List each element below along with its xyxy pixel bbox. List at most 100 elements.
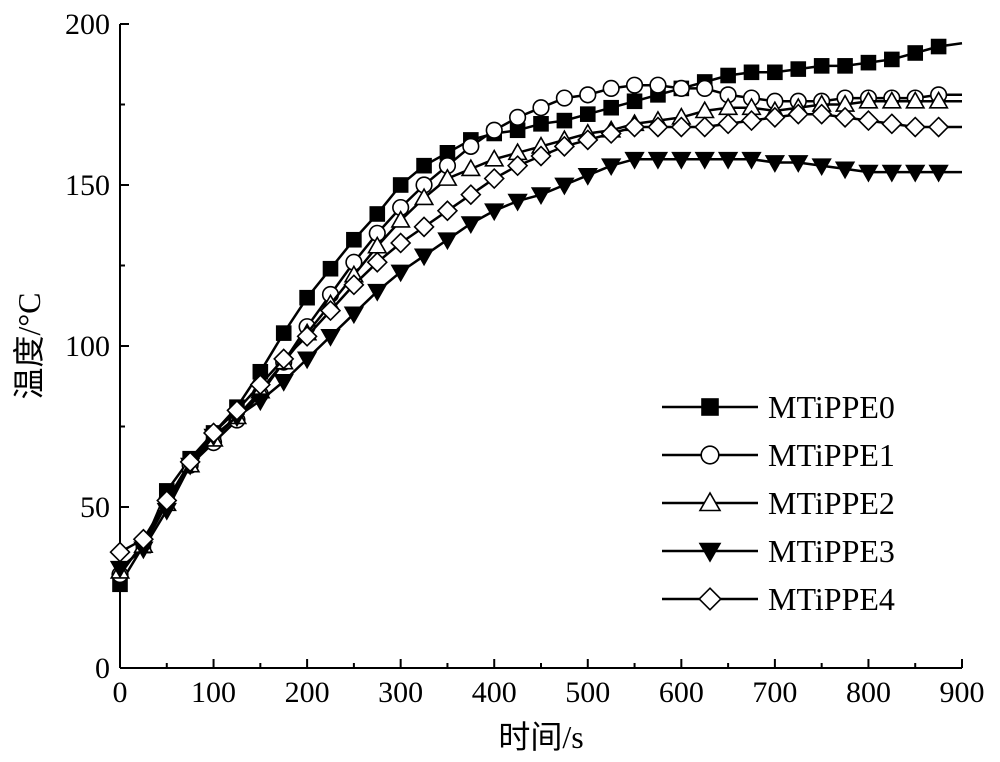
- data-point: [437, 232, 458, 251]
- data-point: [767, 64, 783, 81]
- data-point: [672, 79, 690, 97]
- data-point: [460, 184, 482, 206]
- y-axis-title: 温度/°C: [11, 292, 47, 399]
- data-point: [813, 58, 830, 74]
- data-point: [436, 200, 459, 222]
- legend-label: MTiPPE0: [768, 389, 895, 425]
- data-point: [881, 113, 903, 135]
- data-point: [905, 90, 926, 109]
- data-point: [367, 283, 388, 302]
- data-point: [484, 203, 505, 222]
- y-tick-label: 50: [80, 491, 110, 524]
- data-point: [602, 79, 620, 97]
- data-point: [553, 135, 575, 157]
- data-point: [623, 116, 646, 138]
- data-point: [226, 399, 248, 421]
- data-point: [179, 451, 201, 473]
- data-point: [626, 93, 643, 110]
- data-point: [811, 103, 833, 125]
- data-point: [202, 422, 225, 444]
- data-point: [273, 374, 294, 392]
- y-tick-label: 0: [95, 652, 110, 685]
- legend-label: MTiPPE1: [768, 437, 895, 473]
- data-point: [507, 193, 528, 212]
- data-point: [625, 76, 644, 94]
- data-point: [390, 232, 412, 254]
- data-point: [787, 103, 809, 125]
- data-point: [717, 151, 739, 170]
- data-point: [694, 116, 716, 138]
- data-point: [694, 151, 715, 170]
- x-tick-label: 700: [752, 676, 797, 709]
- legend-marker: [700, 445, 720, 465]
- data-point: [649, 76, 667, 94]
- data-point: [366, 251, 388, 273]
- y-tick-label: 200: [65, 8, 110, 41]
- data-point: [343, 274, 365, 296]
- data-point: [860, 54, 877, 71]
- data-point: [601, 158, 622, 177]
- data-point: [369, 206, 386, 222]
- x-tick-label: 100: [191, 676, 236, 709]
- data-point: [928, 164, 949, 183]
- axes: 0 100 200 300 400 500 600 700 800 900 0 50 100 150 200: [65, 8, 985, 709]
- data-point: [296, 351, 318, 370]
- data-point: [741, 151, 762, 170]
- x-tick-label: 800: [846, 676, 891, 709]
- data-point: [413, 216, 435, 238]
- legend: MTiPPE0 MTiPPE1 MTiPPE2 MTiPPE3 MTiPPE4: [662, 389, 895, 617]
- data-point: [530, 145, 552, 167]
- legend-entry: MTiPPE1: [662, 437, 895, 473]
- data-point: [834, 161, 856, 180]
- data-point: [556, 112, 573, 129]
- data-point: [670, 116, 692, 138]
- x-tick-label: 200: [285, 676, 330, 709]
- series-MTiPPE3: [109, 151, 962, 579]
- data-point: [696, 79, 714, 97]
- data-point: [930, 38, 947, 55]
- data-point: [600, 122, 622, 145]
- data-point: [483, 167, 505, 190]
- data-point: [275, 325, 292, 341]
- data-point: [717, 113, 739, 135]
- data-point: [554, 177, 575, 196]
- data-point: [579, 86, 597, 104]
- legend-marker: [698, 542, 722, 563]
- data-point: [905, 164, 926, 183]
- data-point: [484, 148, 505, 167]
- data-point: [273, 348, 295, 370]
- data-point: [858, 164, 879, 183]
- data-point: [928, 90, 949, 109]
- legend-entry: MTiPPE4: [662, 581, 895, 617]
- legend-label: MTiPPE3: [768, 533, 895, 569]
- data-point: [857, 110, 880, 132]
- x-tick-label: 600: [659, 676, 704, 709]
- data-point: [577, 167, 598, 186]
- data-point: [740, 110, 763, 132]
- data-point: [671, 151, 692, 170]
- data-point: [834, 106, 856, 128]
- data-point: [577, 129, 599, 151]
- legend-label: MTiPPE4: [768, 581, 895, 617]
- data-point: [460, 216, 481, 235]
- data-point: [322, 260, 339, 277]
- y-tick-label: 100: [65, 330, 110, 363]
- legend-marker: [701, 398, 719, 416]
- data-point: [485, 121, 503, 139]
- data-point: [647, 151, 669, 170]
- data-point: [907, 45, 924, 61]
- y-tick-label: 150: [65, 169, 110, 202]
- data-point: [904, 116, 926, 138]
- data-point: [413, 248, 435, 267]
- data-point: [837, 58, 853, 74]
- data-point: [884, 51, 900, 68]
- data-point: [881, 90, 902, 109]
- legend-entry: MTiPPE2: [662, 485, 895, 521]
- data-point: [509, 108, 527, 126]
- data-point: [788, 155, 809, 173]
- x-tick-label: 900: [940, 676, 985, 709]
- data-point: [764, 155, 786, 173]
- data-point: [132, 528, 154, 550]
- plot-area: [109, 38, 963, 593]
- data-point: [790, 61, 807, 77]
